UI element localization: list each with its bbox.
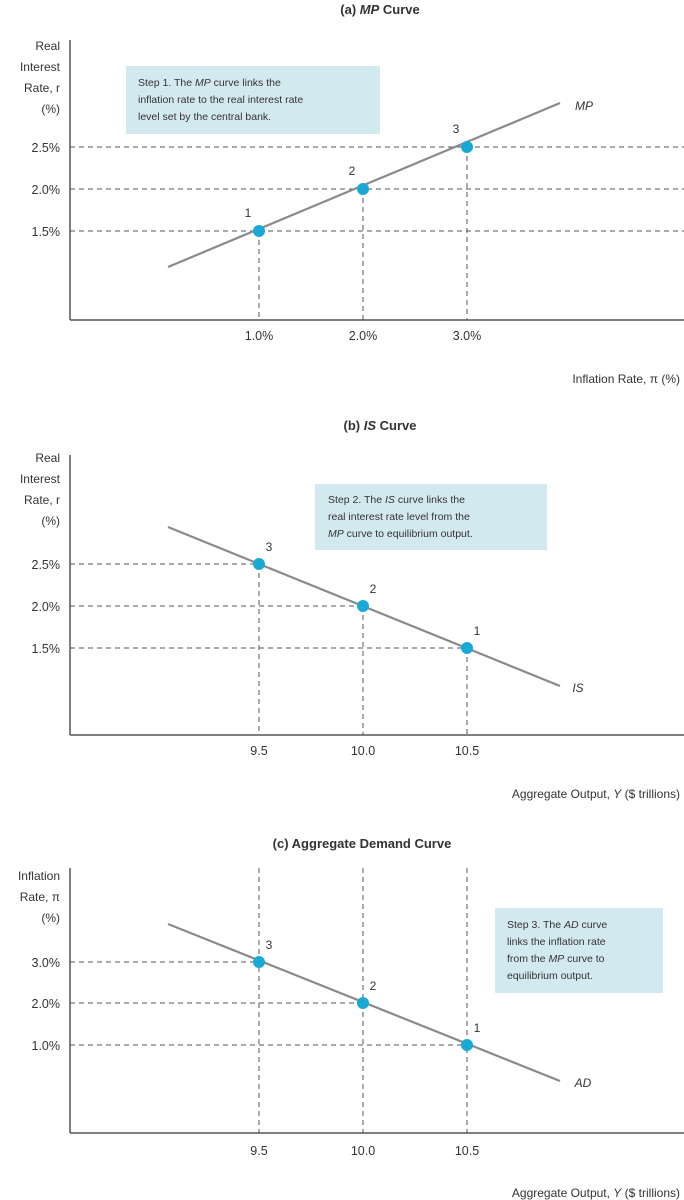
data-point — [461, 141, 473, 153]
panel-title: (c) Aggregate Demand Curve — [273, 836, 452, 851]
y-tick-label: 1.5% — [32, 642, 61, 656]
data-point — [253, 225, 265, 237]
y-axis-label-line: (%) — [41, 102, 60, 116]
panel-title: (b) IS Curve — [344, 418, 417, 433]
point-label: 1 — [474, 1021, 481, 1035]
x-axis-label: Inflation Rate, π (%) — [572, 372, 680, 386]
y-axis-label-line: Rate, r — [24, 81, 60, 95]
y-axis-label-line: Rate, r — [24, 493, 60, 507]
step-note-line: inflation rate to the real interest rate — [138, 94, 303, 106]
data-point — [253, 558, 265, 570]
point-label: 1 — [245, 206, 252, 220]
step-note-box — [495, 908, 663, 993]
step-note-line: Step 1. The MP curve links the — [138, 77, 281, 89]
x-tick-label: 10.0 — [351, 744, 375, 758]
x-tick-label: 1.0% — [245, 329, 274, 343]
x-axis-label: Aggregate Output, Y ($ trillions) — [512, 1186, 680, 1200]
data-point — [357, 997, 369, 1009]
x-tick-label: 10.0 — [351, 1144, 375, 1158]
step-note-line: real interest rate level from the — [328, 511, 470, 523]
curve-label: MP — [575, 99, 593, 113]
x-axis-label: Aggregate Output, Y ($ trillions) — [512, 787, 680, 801]
point-label: 3 — [266, 540, 273, 554]
data-point — [461, 1039, 473, 1051]
x-tick-label: 9.5 — [250, 1144, 267, 1158]
x-tick-label: 10.5 — [455, 744, 479, 758]
step-note-line: Step 3. The AD curve — [507, 919, 607, 931]
x-tick-label: 9.5 — [250, 744, 267, 758]
y-tick-label: 2.5% — [32, 558, 61, 572]
step-note-line: links the inflation rate — [507, 936, 606, 948]
y-tick-label: 2.0% — [32, 183, 61, 197]
step-note-line: MP curve to equilibrium output. — [328, 528, 473, 540]
panel-title: (a) MP Curve — [340, 2, 419, 17]
y-axis-label-line: Interest — [20, 60, 61, 74]
panel-b: (b) IS Curve Real Interest Rate, r (%) IS 1 2 3 9… — [20, 418, 684, 801]
y-axis-label-line: (%) — [41, 514, 60, 528]
y-tick-label: 1.5% — [32, 225, 61, 239]
y-tick-label: 2.0% — [32, 600, 61, 614]
y-axis-label-line: (%) — [41, 911, 60, 925]
y-axis-label-line: Rate, π — [20, 890, 60, 904]
step-note-line: level set by the central bank. — [138, 111, 271, 123]
panel-c: (c) Aggregate Demand Curve Inflation Rate,… — [18, 836, 684, 1200]
y-tick-label: 2.0% — [32, 997, 61, 1011]
data-point — [357, 183, 369, 195]
x-tick-label: 3.0% — [453, 329, 482, 343]
x-tick-label: 2.0% — [349, 329, 378, 343]
y-tick-label: 3.0% — [32, 956, 61, 970]
point-label: 2 — [370, 979, 377, 993]
step-note-line: from the MP curve to — [507, 953, 605, 965]
y-axis-label-line: Inflation — [18, 869, 60, 883]
point-label: 2 — [370, 582, 377, 596]
panel-a: (a) MP Curve Real Interest Rate, r (%) MP 1 2 3 1… — [20, 2, 684, 386]
point-label: 2 — [349, 164, 356, 178]
step-note-box — [126, 66, 380, 134]
point-label: 3 — [266, 938, 273, 952]
y-axis-label-line: Real — [35, 39, 60, 53]
y-axis-label-line: Real — [35, 451, 60, 465]
step-note-line: equilibrium output. — [507, 970, 593, 982]
data-point — [357, 600, 369, 612]
point-label: 3 — [453, 122, 460, 136]
data-point — [253, 956, 265, 968]
point-label: 1 — [474, 624, 481, 638]
y-tick-label: 1.0% — [32, 1039, 61, 1053]
y-axis-label-line: Interest — [20, 472, 61, 486]
step-note-box — [315, 484, 547, 550]
step-note-line: Step 2. The IS curve links the — [328, 494, 465, 506]
x-tick-label: 10.5 — [455, 1144, 479, 1158]
curve-label: IS — [572, 681, 583, 695]
curve-label: AD — [574, 1076, 592, 1090]
y-tick-label: 2.5% — [32, 141, 61, 155]
data-point — [461, 642, 473, 654]
